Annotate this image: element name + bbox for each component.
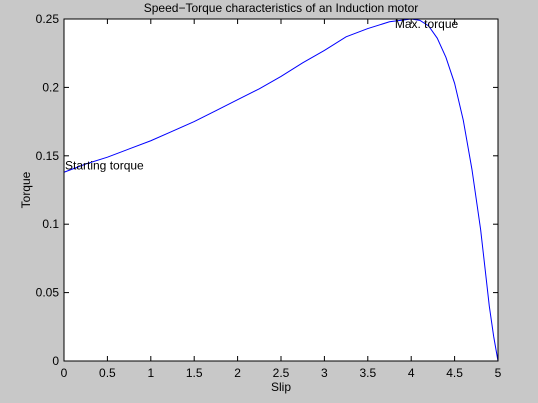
y-tick-label: 0.25 — [36, 12, 60, 26]
x-tick-label: 2.5 — [273, 366, 290, 380]
x-tick-label: 5 — [495, 366, 502, 380]
x-tick-label: 1.5 — [186, 366, 203, 380]
x-tick-label: 2 — [234, 366, 241, 380]
x-tick-label: 3.5 — [359, 366, 376, 380]
y-tick-label: 0.15 — [36, 149, 60, 163]
y-tick-label: 0 — [52, 354, 59, 368]
x-tick-label: 3 — [321, 366, 328, 380]
curve-layer — [63, 18, 499, 362]
y-tick-label: 0.1 — [42, 217, 59, 231]
plot-area — [64, 19, 498, 361]
x-tick-label: 4.5 — [446, 366, 463, 380]
x-axis-label: Slip — [271, 380, 291, 394]
y-axis-ticks: 0 0.05 0.1 0.15 0.2 0.25 — [36, 12, 498, 368]
x-tick-label: 4 — [408, 366, 415, 380]
x-tick-label: 0 — [61, 366, 68, 380]
chart-title: Speed−Torque characteristics of an Induc… — [144, 1, 419, 15]
x-tick-label: 0.5 — [99, 366, 116, 380]
y-tick-label: 0.05 — [36, 286, 60, 300]
x-axis-ticks: 0 0.5 1 1.5 2 2.5 3 3.5 4 4.5 5 — [61, 19, 502, 380]
series-line — [63, 18, 499, 362]
y-axis-label: Torque — [19, 171, 33, 208]
annotation-text: Starting torque — [65, 158, 144, 172]
x-tick-label: 1 — [147, 366, 154, 380]
y-tick-label: 0.2 — [42, 80, 59, 94]
